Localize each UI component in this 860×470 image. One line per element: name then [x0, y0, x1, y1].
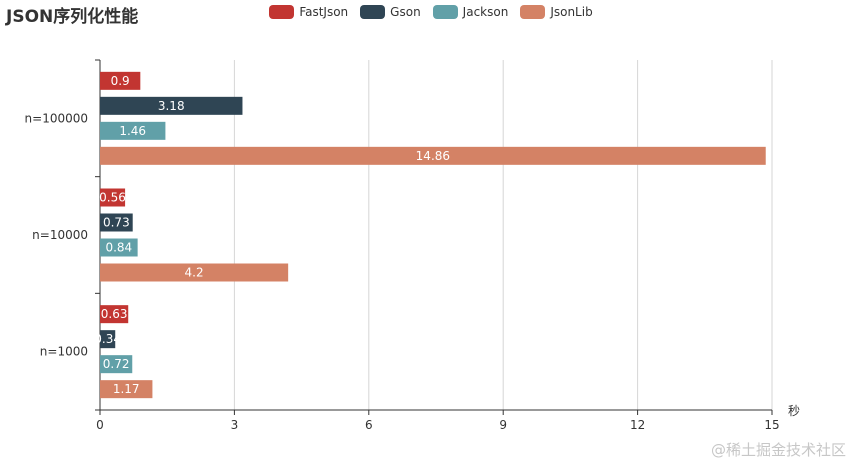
- y-category-label: n=10000: [32, 228, 88, 242]
- y-category-label: n=100000: [25, 111, 88, 125]
- data-label: 0.63: [101, 307, 128, 321]
- watermark: @稀土掘金技术社区: [710, 441, 846, 459]
- legend-item[interactable]: Gson: [358, 5, 421, 19]
- bar: [100, 188, 126, 207]
- bar: [100, 71, 141, 90]
- bar: [100, 263, 289, 282]
- bar: [100, 146, 766, 165]
- x-tick-label: 3: [231, 418, 239, 432]
- x-axis-label: 秒: [788, 404, 800, 418]
- legend-label: FastJson: [299, 5, 349, 19]
- legend-label: Gson: [390, 5, 421, 19]
- data-label: 0.56: [99, 191, 126, 205]
- legend-swatch: [360, 5, 386, 19]
- data-label: 0.9: [111, 74, 130, 88]
- x-tick-label: 0: [96, 418, 104, 432]
- data-label: 0.84: [105, 241, 132, 255]
- bar: [100, 96, 243, 115]
- bar: [100, 330, 116, 349]
- chart-title: JSON序列化性能: [6, 7, 139, 27]
- x-tick-label: 6: [365, 418, 373, 432]
- legend-label: Jackson: [462, 5, 509, 19]
- data-label: 4.2: [185, 266, 204, 280]
- x-tick-label: 9: [499, 418, 507, 432]
- legend-swatch: [432, 5, 458, 19]
- bar: [100, 305, 129, 324]
- legend-swatch: [269, 5, 295, 19]
- data-label: 1.46: [119, 124, 146, 138]
- y-category-label: n=1000: [40, 345, 88, 359]
- data-label: 0.72: [103, 357, 130, 371]
- data-label: 0.34: [94, 332, 121, 346]
- legend: FastJson Gson Jackson JsonLib: [0, 5, 860, 19]
- bar: [100, 380, 153, 399]
- x-tick-label: 15: [764, 418, 779, 432]
- data-label: 1.17: [113, 382, 140, 396]
- legend-item[interactable]: FastJson: [267, 5, 348, 19]
- legend-label: JsonLib: [550, 5, 593, 19]
- legend-swatch: [520, 5, 546, 19]
- bar: [100, 355, 133, 374]
- legend-item[interactable]: Jackson: [431, 5, 509, 19]
- x-tick-label: 12: [630, 418, 645, 432]
- bar: [100, 213, 133, 232]
- bar: [100, 238, 138, 257]
- data-label: 14.86: [416, 149, 450, 163]
- legend-item[interactable]: JsonLib: [518, 5, 593, 19]
- bar: [100, 121, 166, 140]
- data-label: 3.18: [158, 99, 185, 113]
- data-label: 0.73: [103, 216, 130, 230]
